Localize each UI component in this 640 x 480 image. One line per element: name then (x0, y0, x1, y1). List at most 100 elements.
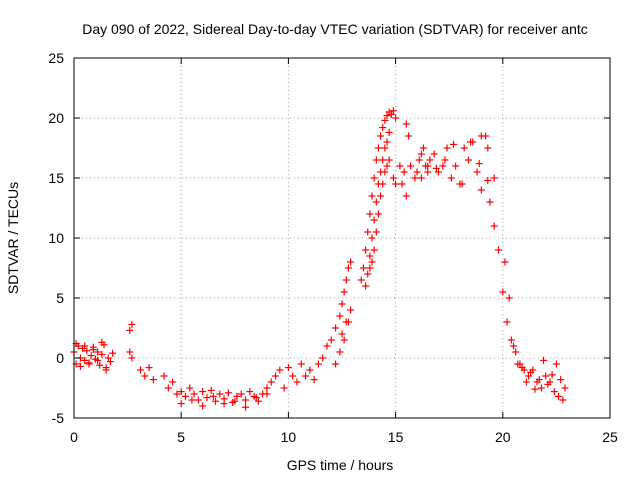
data-point (495, 246, 503, 254)
data-point (347, 258, 355, 266)
data-point (233, 392, 241, 400)
data-point (128, 354, 136, 362)
data-points (70, 107, 569, 411)
data-point (413, 168, 421, 176)
data-point (464, 156, 472, 164)
data-point (430, 150, 438, 158)
data-point (164, 384, 172, 392)
data-point (544, 380, 552, 388)
data-point (385, 156, 393, 164)
data-point (407, 162, 415, 170)
data-point (98, 338, 106, 346)
data-point (327, 336, 335, 344)
data-point (364, 228, 372, 236)
data-point (443, 144, 451, 152)
data-point (177, 400, 185, 408)
data-point (374, 210, 382, 218)
data-point (548, 371, 556, 379)
data-point (340, 336, 348, 344)
data-point (411, 174, 419, 182)
data-point (501, 258, 509, 266)
data-point (85, 360, 93, 368)
data-point (216, 390, 224, 398)
data-point (368, 192, 376, 200)
data-point (467, 138, 475, 146)
data-point (402, 120, 410, 128)
data-point (449, 140, 457, 148)
data-point (94, 348, 102, 356)
data-point (441, 156, 449, 164)
data-point (83, 347, 91, 355)
data-point (323, 342, 331, 350)
data-point (366, 210, 374, 218)
data-point (364, 270, 372, 278)
data-point (540, 356, 548, 364)
data-point (186, 384, 194, 392)
data-point (514, 360, 522, 368)
data-point (561, 384, 569, 392)
x-tick-label: 0 (70, 429, 78, 445)
data-point (89, 346, 97, 354)
data-point (531, 385, 539, 393)
data-point (439, 162, 447, 170)
data-point (302, 372, 310, 380)
data-point (507, 336, 515, 344)
data-point (490, 222, 498, 230)
data-point (199, 388, 207, 396)
data-point (424, 168, 432, 176)
data-point (145, 364, 153, 372)
data-point (383, 112, 391, 120)
data-point (310, 376, 318, 384)
data-point (332, 324, 340, 332)
data-point (319, 354, 327, 362)
data-point (199, 402, 207, 410)
data-point (389, 107, 397, 115)
data-point (362, 282, 370, 290)
data-point (381, 144, 389, 152)
data-point (379, 156, 387, 164)
x-tick-label: 15 (388, 429, 404, 445)
data-point (314, 360, 322, 368)
data-point (81, 356, 89, 364)
data-point (550, 388, 558, 396)
data-point (379, 180, 387, 188)
data-point (242, 396, 250, 404)
data-point (518, 364, 526, 372)
data-point (366, 252, 374, 260)
data-point (128, 320, 136, 328)
data-point (372, 156, 380, 164)
data-point (387, 110, 395, 118)
data-point (106, 358, 114, 366)
data-point (76, 362, 84, 370)
x-tick-label: 20 (495, 429, 511, 445)
data-point (344, 264, 352, 272)
data-point (252, 394, 260, 402)
data-point (136, 366, 144, 374)
x-tick-label: 25 (602, 429, 618, 445)
data-point (102, 366, 110, 374)
data-point (537, 384, 545, 392)
data-point (96, 361, 104, 369)
data-point (385, 128, 393, 136)
data-point (263, 390, 271, 398)
data-point (535, 376, 543, 384)
data-point (505, 294, 513, 302)
x-axis-label: GPS time / hours (287, 457, 394, 473)
data-point (417, 174, 425, 182)
data-point (400, 168, 408, 176)
data-point (194, 396, 202, 404)
data-point (188, 396, 196, 404)
data-point (347, 306, 355, 314)
data-point (404, 132, 412, 140)
data-point (306, 366, 314, 374)
data-point (426, 156, 434, 164)
data-point (473, 168, 481, 176)
data-point (370, 216, 378, 224)
data-point (389, 174, 397, 182)
data-point (332, 360, 340, 368)
data-point (237, 390, 245, 398)
data-point (392, 114, 400, 122)
data-point (336, 348, 344, 356)
data-point (368, 258, 376, 266)
data-point (169, 378, 177, 386)
